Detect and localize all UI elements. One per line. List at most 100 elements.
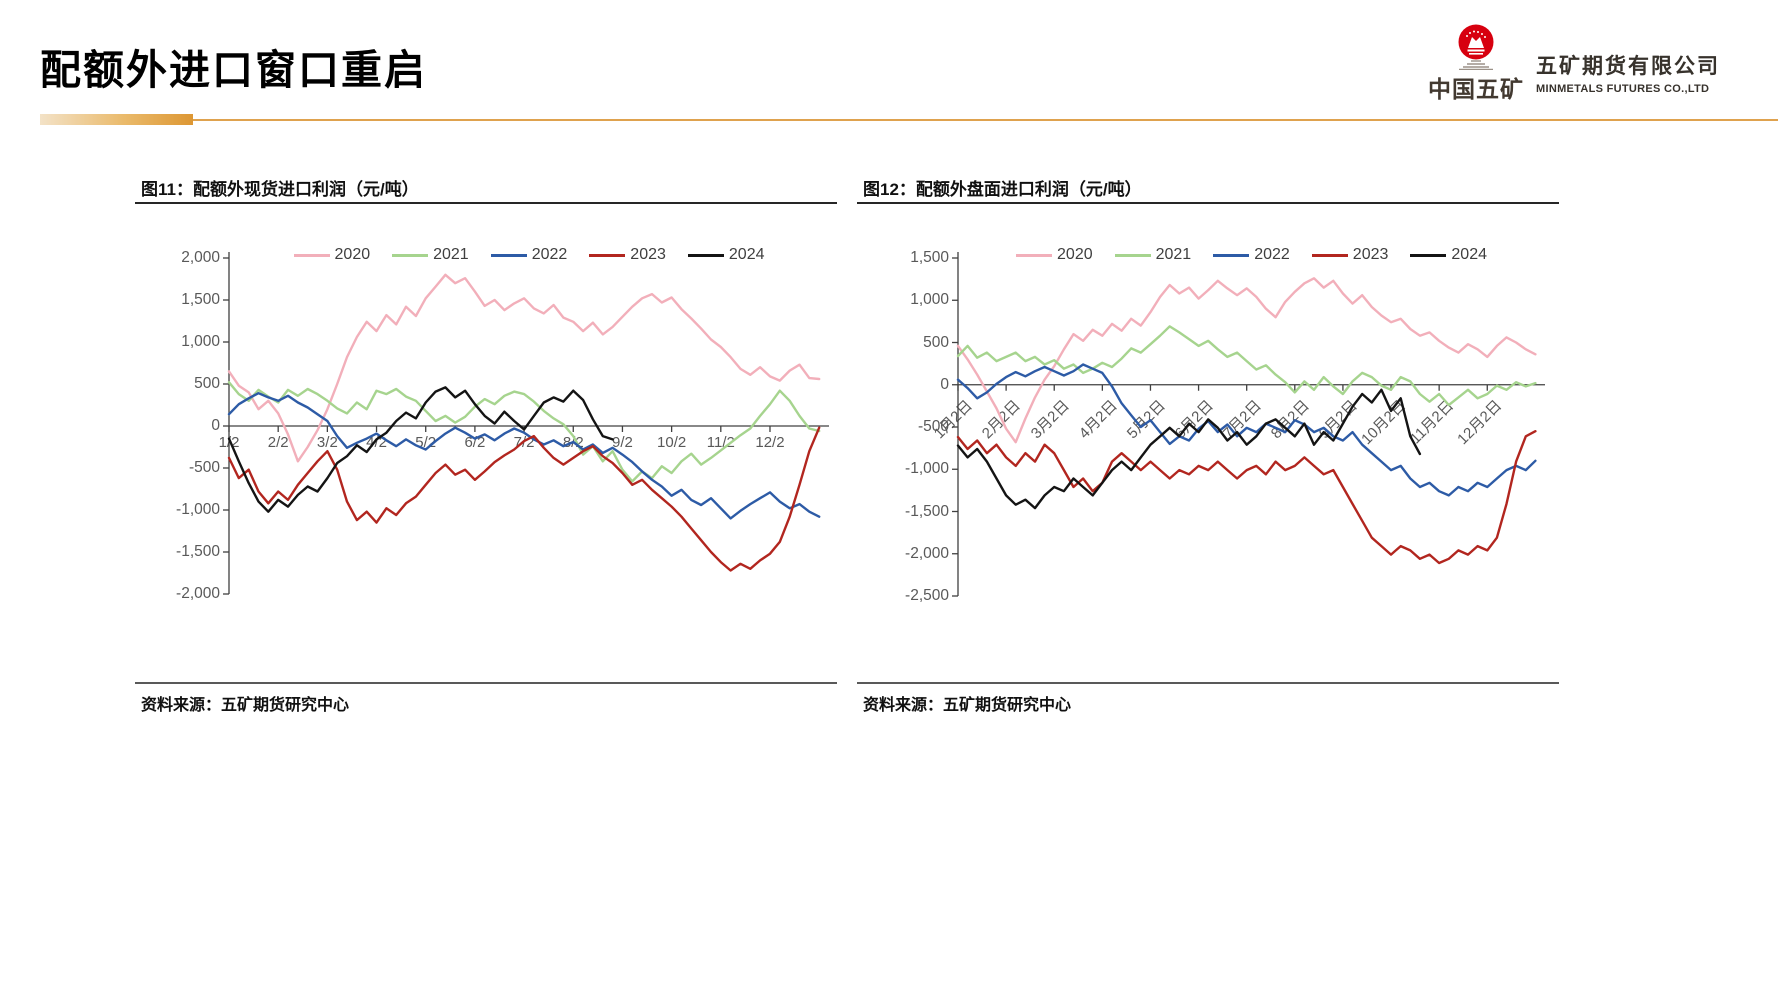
x-tick-label: 11月2日 [1407,396,1458,448]
legend-line-swatch [1213,253,1250,257]
x-tick-label: 4/2 [366,434,387,451]
legend-label: 2024 [728,246,765,263]
figure-11-panel: 图11：配额外现货进口利润（元/吨） 2,000 1,500 1,000 500 0 -5… [135,170,837,730]
y-tick-label: -2,000 [905,544,949,562]
figure-12-source: 资料来源：五矿期货研究中心 [863,697,1072,714]
company-logo: 中国五矿 五矿期货有限公司 MINMETALS FUTURES CO.,LTD [1428,24,1770,108]
legend-label: 2020 [1057,246,1093,263]
legend-label: 2021 [433,246,469,263]
x-tick-label: 5月2日 [1123,396,1169,442]
legend-label: 2022 [1254,246,1290,263]
legend-item-2021: 2021 [1114,246,1192,264]
figure-11-source: 资料来源：五矿期货研究中心 [141,697,350,714]
legend-line-swatch [293,253,330,257]
legend-line-swatch [589,253,626,257]
legend-line-swatch [1410,253,1447,257]
x-tick-label: 7月2日 [1219,396,1265,442]
y-tick-label: 1,500 [181,291,220,308]
figure-11-source-rule [135,682,837,684]
legend: 2020 2021 2022 2023 2024 [958,246,1545,264]
logo-brand-name: 中国五矿 [1428,76,1524,102]
x-tick-label: 6月2日 [1171,396,1217,442]
y-tick-label: 500 [923,333,949,351]
accent-bar [40,114,193,125]
figure-12-source-rule [857,682,1559,684]
x-tick-label: 5/2 [415,434,437,451]
series-line-2021 [227,381,821,483]
legend-line-swatch [490,253,527,257]
legend-label: 2023 [630,246,666,263]
accent-line [193,119,1778,121]
x-tick-label: 8/2 [562,434,584,451]
page-title: 配额外进口窗口重启 [40,47,427,93]
y-tick-label: -500 [188,459,220,476]
x-tick-label: 9/2 [612,434,633,451]
legend-item-2022: 2022 [1213,246,1290,264]
series-line-2022 [227,391,821,520]
y-tick-label: -500 [917,418,949,435]
y-tick-label: -1,000 [905,460,949,478]
x-tick-label: 1/2 [218,434,240,451]
x-tick-label: 8月2日 [1267,396,1313,442]
y-tick-label: 1,500 [910,249,949,266]
legend-label: 2020 [334,246,371,263]
x-tick-label: 2月2日 [979,396,1025,442]
legend-item-2022: 2022 [490,246,568,264]
figure-12-title-rule [857,202,1559,204]
series-line-2021 [956,325,1537,407]
logo-company-name-cn: 五矿期货有限公司 [1536,55,1720,78]
y-tick-label: 500 [194,375,220,392]
y-tick-label: 0 [940,375,949,393]
legend-item-2021: 2021 [392,246,469,264]
y-tick-label: 1,000 [181,333,220,350]
figure-11-title: 图11：配额外现货进口利润（元/吨） [141,180,419,199]
logo-text-block: 五矿期货有限公司 MINMETALS FUTURES CO.,LTD [1536,50,1720,95]
y-tick-label: -1,500 [905,502,949,520]
plot-svg [952,252,1545,597]
y-tick-label: 0 [211,417,220,434]
minmetals-emblem-icon [1454,24,1498,71]
logo-company-name-en: MINMETALS FUTURES CO.,LTD [1536,83,1710,95]
legend-line-swatch [1016,253,1053,257]
y-tick-label: -2,500 [905,587,949,604]
y-tick-label: -1,000 [176,501,220,518]
legend-item-2020: 2020 [1016,246,1093,264]
y-tick-label: 1,000 [910,291,949,309]
x-tick-label: 9月2日 [1316,396,1362,442]
x-tick-label: 10/2 [657,434,687,451]
legend-line-swatch [687,253,724,257]
x-tick-label: 10月2日 [1358,396,1410,448]
legend-item-2024: 2024 [687,246,765,264]
figure-12-panel: 图12：配额外盘面进口利润（元/吨） 1,500 1,000 500 0 -500 -1,… [857,170,1559,730]
x-tick-label: 3/2 [316,434,338,451]
legend-item-2023: 2023 [589,246,666,264]
legend-line-swatch [392,253,429,257]
y-tick-label: -2,000 [176,585,220,602]
x-tick-label: 4月2日 [1075,396,1121,442]
x-tick-label: 12月2日 [1454,396,1506,448]
legend-item-2020: 2020 [293,246,371,264]
legend-label: 2023 [1352,246,1389,263]
series-line-2023 [956,429,1537,565]
x-tick-label: 6/2 [464,434,486,451]
x-tick-label: 1月2日 [931,396,977,442]
y-tick-label: -1,500 [176,543,220,560]
legend-label: 2022 [531,246,568,263]
legend-item-2023: 2023 [1311,246,1389,264]
legend-label: 2021 [1155,246,1192,263]
figure-11-plot: 2,000 1,500 1,000 500 0 -500 -1,000 -1,500 -2,00… [135,206,837,676]
y-tick-label: 2,000 [181,249,220,266]
figure-12-title: 图12：配额外盘面进口利润（元/吨） [863,180,1142,199]
legend: 2020 2021 2022 2023 2024 [229,246,829,264]
legend-line-swatch [1311,253,1348,257]
legend-label: 2024 [1451,246,1487,263]
legend-line-swatch [1114,253,1151,257]
x-tick-label: 11/2 [706,434,735,451]
x-tick-label: 3月2日 [1027,396,1073,442]
x-tick-label: 12/2 [755,434,785,451]
figure-12-plot: 1,500 1,000 500 0 -500 -1,000 -1,500 -2,000 -2,5… [857,206,1559,676]
x-tick-label: 7/2 [513,434,535,451]
figure-11-title-rule [135,202,837,204]
legend-item-2024: 2024 [1410,246,1487,264]
